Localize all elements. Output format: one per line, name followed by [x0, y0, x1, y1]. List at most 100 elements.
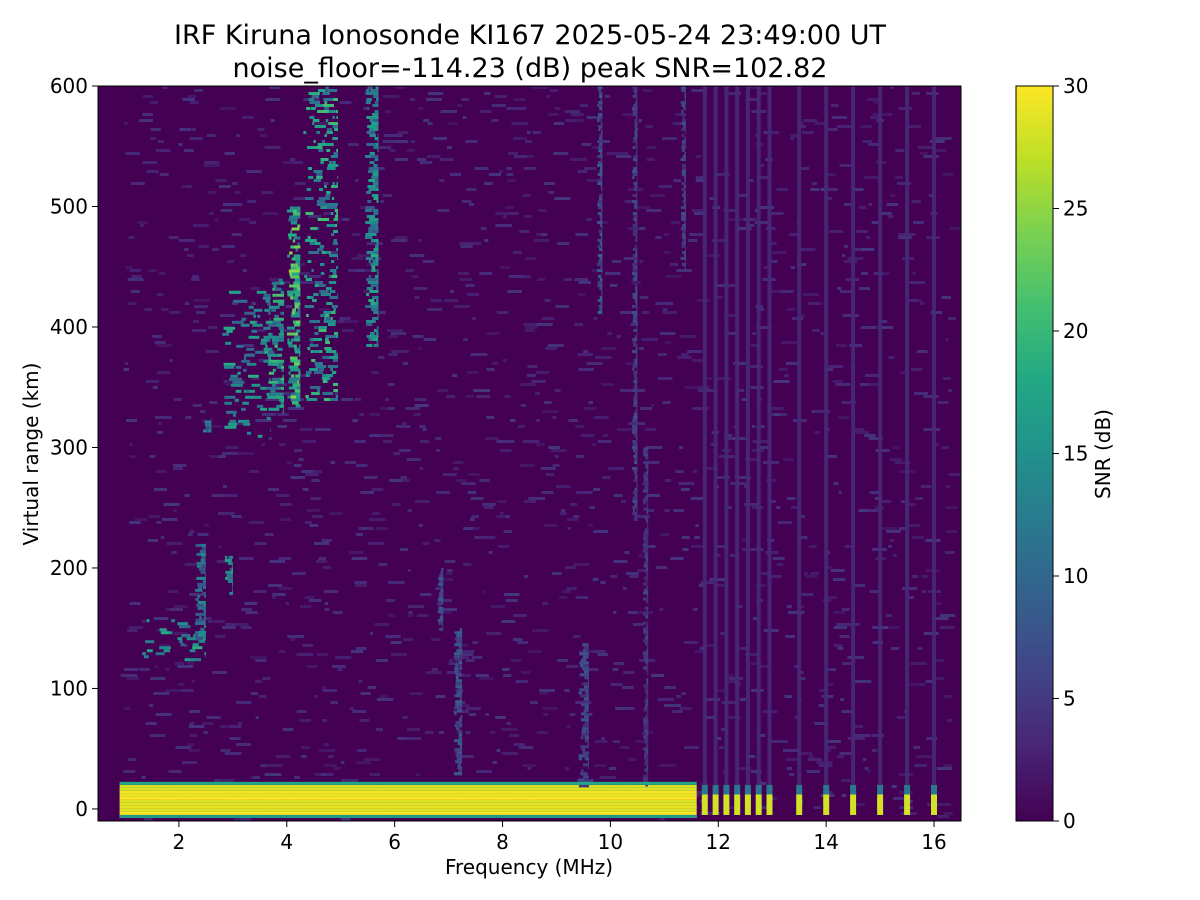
- noise-cell: [728, 680, 740, 683]
- echo-cell: [680, 86, 686, 89]
- echo-cell: [643, 507, 649, 511]
- noise-cell: [769, 290, 785, 293]
- echo-cell: [265, 386, 276, 390]
- echo-cell: [582, 745, 589, 749]
- echo-cell: [369, 152, 375, 155]
- noise-cell: [865, 236, 871, 239]
- echo-cell: [274, 287, 282, 291]
- echo-cell: [272, 362, 283, 366]
- noise-cell: [209, 401, 218, 404]
- noise-cell: [413, 287, 428, 290]
- noise-cell: [224, 152, 235, 155]
- echo-cell: [642, 549, 646, 553]
- echo-cell: [597, 155, 602, 158]
- noise-cell: [155, 416, 172, 419]
- echo-cell: [146, 619, 150, 623]
- echo-cell: [634, 488, 638, 491]
- noise-cell: [655, 236, 662, 239]
- echo-cell: [598, 128, 601, 131]
- noise-cell: [542, 602, 549, 605]
- echo-cell: [636, 218, 638, 221]
- noise-cell: [341, 779, 358, 782]
- noise-cell: [756, 584, 766, 587]
- noise-cell: [829, 230, 843, 233]
- noise-cell: [259, 134, 267, 137]
- noise-cell: [405, 407, 421, 410]
- noise-cell: [508, 275, 523, 278]
- noise-cell: [613, 611, 617, 614]
- echo-cell: [644, 540, 649, 544]
- echo-cell: [298, 305, 301, 309]
- noise-cell: [168, 236, 179, 239]
- echo-cell: [369, 218, 379, 221]
- echo-cell: [681, 149, 685, 152]
- echo-cell: [317, 248, 324, 251]
- noise-cell: [232, 302, 239, 305]
- noise-cell: [843, 245, 849, 248]
- noise-cell: [720, 632, 725, 635]
- echo-cell: [634, 458, 638, 461]
- noise-cell: [400, 476, 407, 479]
- noise-cell: [745, 98, 760, 101]
- echo-cell: [454, 652, 463, 656]
- echo-cell: [296, 266, 301, 270]
- echo-cell: [248, 374, 259, 378]
- noise-cell: [300, 755, 307, 758]
- echo-cell: [601, 185, 603, 188]
- echo-cell: [287, 254, 290, 258]
- noise-cell: [423, 338, 437, 341]
- echo-cell: [598, 101, 603, 104]
- echo-cell: [369, 221, 379, 224]
- noise-cell: [588, 401, 593, 404]
- noise-cell: [843, 203, 852, 206]
- noise-cell: [498, 545, 510, 548]
- noise-cell: [578, 281, 591, 284]
- noise-cell: [557, 242, 570, 245]
- echo-cell: [599, 149, 603, 152]
- echo-cell: [635, 323, 638, 326]
- noise-cell: [574, 278, 589, 281]
- channel-trace: [824, 86, 829, 785]
- noise-cell: [670, 557, 684, 560]
- noise-cell: [932, 659, 944, 662]
- noise-cell: [351, 557, 368, 560]
- echo-cell: [586, 694, 589, 698]
- echo-cell: [325, 314, 330, 317]
- noise-cell: [250, 776, 254, 779]
- noise-cell: [913, 221, 924, 224]
- echo-cell: [334, 209, 338, 212]
- noise-cell: [282, 161, 294, 164]
- echo-cell: [439, 607, 444, 610]
- noise-cell: [276, 413, 289, 416]
- echo-cell: [368, 227, 378, 230]
- echo-cell: [267, 353, 277, 357]
- echo-cell: [634, 266, 638, 269]
- echo-cell: [243, 389, 255, 393]
- noise-cell: [880, 527, 897, 530]
- noise-cell: [458, 278, 473, 281]
- echo-cell: [331, 161, 334, 164]
- echo-cell: [373, 338, 378, 341]
- noise-cell: [460, 482, 476, 485]
- echo-cell: [636, 308, 638, 311]
- echo-cell: [455, 721, 463, 725]
- noise-cell: [210, 620, 225, 623]
- echo-cell: [326, 224, 336, 227]
- echo-cell: [119, 787, 697, 791]
- noise-cell: [142, 95, 154, 98]
- noise-cell: [894, 176, 903, 179]
- noise-cell: [220, 209, 233, 212]
- echo-cell: [281, 380, 284, 384]
- echo-cell: [119, 808, 697, 812]
- echo-cell: [634, 221, 638, 224]
- echo-cell: [597, 104, 603, 107]
- echo-cell: [334, 332, 339, 335]
- noise-cell: [244, 602, 258, 605]
- echo-cell: [454, 772, 462, 776]
- noise-cell: [517, 641, 528, 644]
- echo-cell: [636, 128, 638, 131]
- noise-cell: [759, 176, 770, 179]
- noise-cell: [318, 557, 326, 560]
- noise-cell: [435, 587, 443, 590]
- echo-cell: [252, 323, 263, 327]
